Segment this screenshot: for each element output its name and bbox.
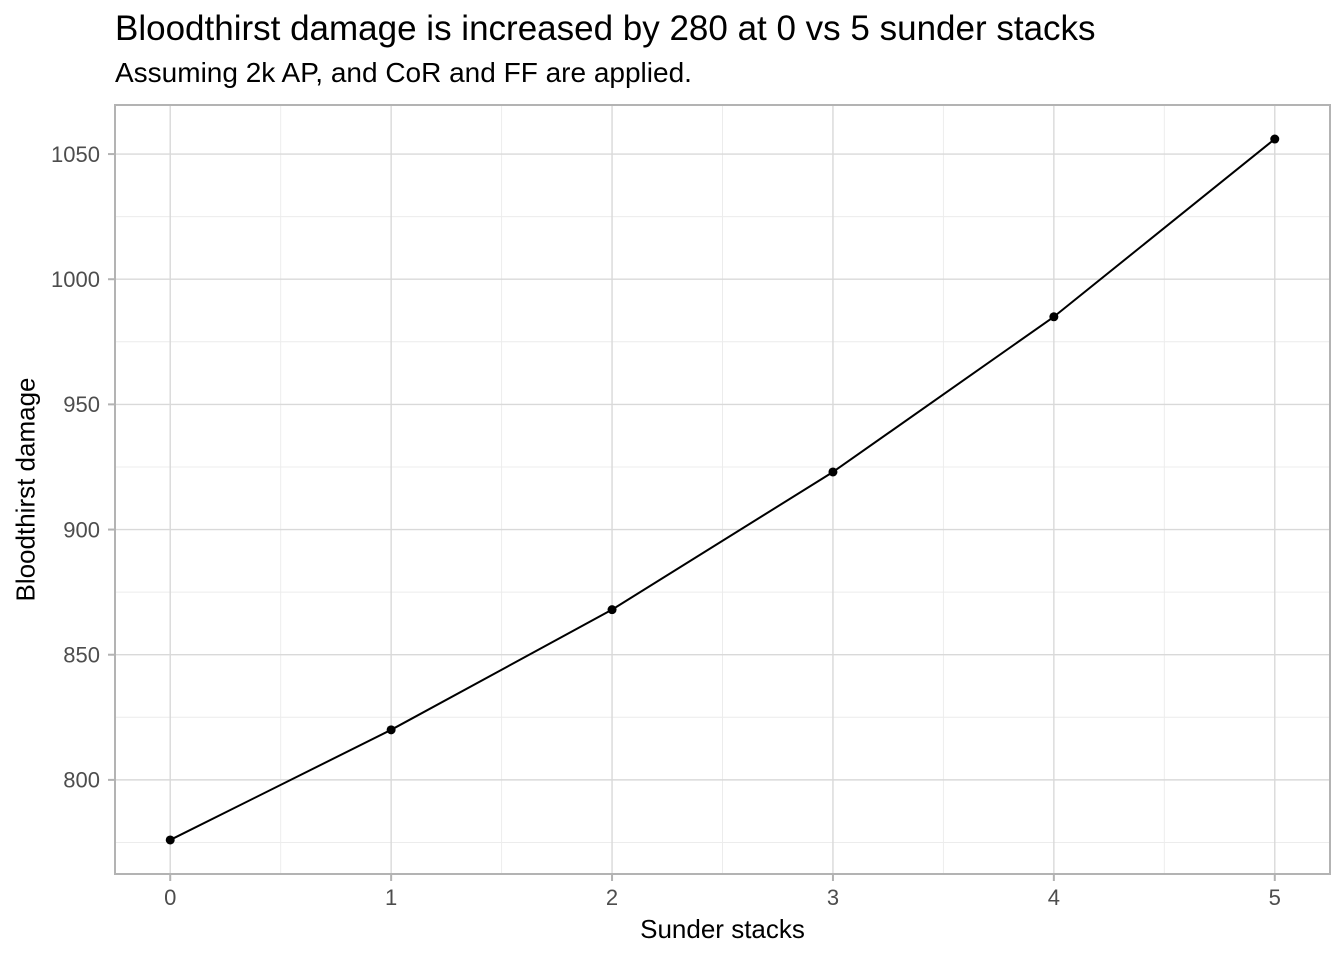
x-tick-label: 3 — [827, 885, 839, 910]
x-tick-label: 4 — [1048, 885, 1060, 910]
data-points — [165, 134, 1280, 845]
x-tick-label: 5 — [1269, 885, 1281, 910]
data-point — [1049, 312, 1059, 322]
y-tick-label: 950 — [63, 392, 100, 417]
chart-title: Bloodthirst damage is increased by 280 a… — [115, 9, 1096, 48]
chart-subtitle: Assuming 2k AP, and CoR and FF are appli… — [115, 57, 692, 88]
data-point — [386, 725, 396, 735]
x-tick-label: 1 — [385, 885, 397, 910]
grid-major — [115, 105, 1330, 874]
y-axis-title-wrap: Bloodthirst damage — [0, 105, 52, 874]
y-tick-label: 900 — [63, 517, 100, 542]
data-point — [828, 467, 838, 477]
data-point — [1270, 134, 1280, 144]
y-tick-label: 1050 — [51, 142, 100, 167]
y-tick-label: 800 — [63, 768, 100, 793]
x-tick-labels: 0 1 2 3 4 5 — [164, 885, 1281, 910]
panel-border — [114, 104, 1331, 875]
grid-minor — [115, 105, 1330, 874]
y-tick-labels: 800 850 900 950 1000 1050 — [51, 142, 100, 793]
y-tick-label: 1000 — [51, 267, 100, 292]
x-axis-title: Sunder stacks — [640, 914, 805, 944]
y-axis-title: Bloodthirst damage — [10, 377, 41, 602]
data-line — [169, 138, 1276, 841]
y-tick-label: 850 — [63, 642, 100, 667]
x-tick-label: 2 — [606, 885, 618, 910]
axis-ticks — [108, 153, 1276, 881]
plot-panel: 0 1 2 3 4 5 800 850 900 950 1000 1050 — [51, 104, 1331, 910]
x-tick-label: 0 — [164, 885, 176, 910]
data-point — [607, 605, 617, 615]
data-point — [165, 835, 175, 845]
